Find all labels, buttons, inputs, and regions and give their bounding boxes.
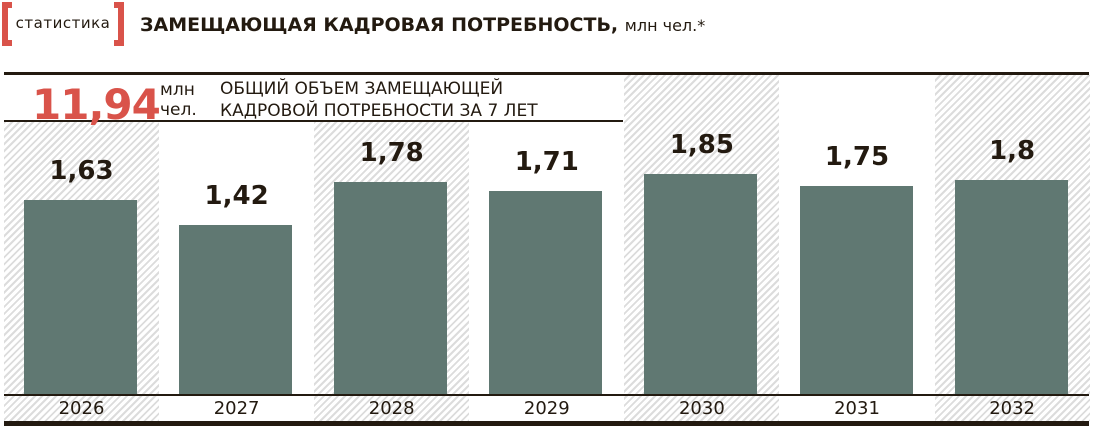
- total-unit: млн чел.: [160, 80, 197, 120]
- title-text: ЗАМЕЩАЮЩАЯ КАДРОВАЯ ПОТРЕБНОСТЬ,: [140, 14, 619, 36]
- bar-2032: [954, 179, 1068, 394]
- total-description: ОБЩИЙ ОБЪЕМ ЗАМЕЩАЮЩЕЙ КАДРОВОЙ ПОТРЕБНОС…: [220, 78, 538, 122]
- chart-title: ЗАМЕЩАЮЩАЯ КАДРОВАЯ ПОТРЕБНОСТЬ, млн чел…: [140, 14, 705, 36]
- section-tag: статистика: [2, 2, 124, 46]
- bottom-rule: [4, 421, 1089, 426]
- data-label-2027: 1,42: [204, 181, 269, 212]
- x-tick-2031: 2031: [834, 398, 880, 419]
- total-value: 11,94: [32, 80, 161, 129]
- data-label-2032: 1,8: [989, 135, 1036, 166]
- x-tick-2026: 2026: [58, 398, 105, 419]
- baseline: [4, 394, 1089, 396]
- bracket-right: [114, 2, 124, 46]
- bar-2026: [24, 200, 137, 394]
- bracket-left: [2, 2, 12, 46]
- bar-2031: [799, 185, 913, 394]
- data-label-2029: 1,71: [514, 146, 579, 177]
- bar-2028: [334, 182, 448, 394]
- tag-label: статистика: [15, 14, 111, 32]
- desc-line2: КАДРОВОЙ ПОТРЕБНОСТИ ЗА 7 ЛЕТ: [220, 101, 538, 121]
- top-rule: [4, 72, 1089, 75]
- x-tick-2028: 2028: [368, 398, 415, 419]
- x-tick-2030: 2030: [678, 398, 725, 419]
- data-label-2030: 1,85: [669, 129, 734, 160]
- x-tick-2029: 2029: [523, 398, 570, 419]
- data-label-2028: 1,78: [359, 138, 424, 169]
- desc-line1: ОБЩИЙ ОБЪЕМ ЗАМЕЩАЮЩЕЙ: [220, 79, 504, 99]
- title-unit: млн чел.*: [624, 16, 706, 35]
- unit-line1: млн: [160, 80, 195, 100]
- data-label-2026: 1,63: [49, 156, 114, 187]
- x-tick-2032: 2032: [989, 398, 1035, 419]
- x-tick-2027: 2027: [213, 398, 260, 419]
- bar-2027: [179, 225, 293, 394]
- bar-2029: [489, 190, 603, 394]
- data-label-2031: 1,75: [824, 141, 890, 172]
- unit-line2: чел.: [160, 100, 197, 120]
- total-box: [4, 75, 623, 122]
- bar-2030: [644, 173, 758, 394]
